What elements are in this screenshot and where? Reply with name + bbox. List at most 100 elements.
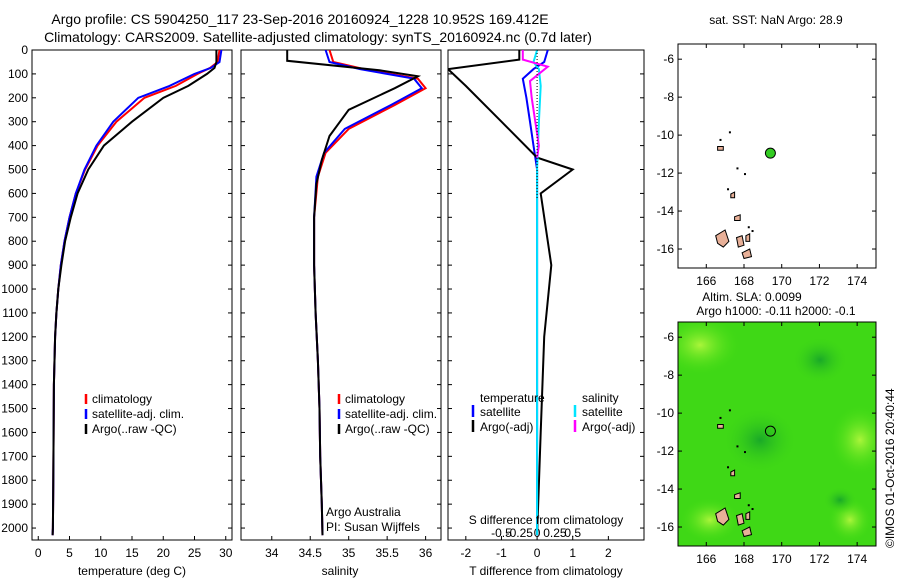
temperature-axes-frame (31, 49, 233, 541)
secondary-x-tick-label: -0.25 (506, 526, 534, 540)
y-tick-label: 1100 (2, 306, 28, 320)
difference-xlabel: T difference from climatology (469, 564, 623, 578)
islet-speck (728, 131, 731, 134)
sla-map-title: Altim. SLA: 0.0099 (702, 290, 802, 304)
x-tick-label: 168 (734, 274, 754, 288)
x-tick-label: 1 (569, 546, 576, 560)
series-line-temperature-argo-adj- (448, 50, 575, 536)
islet-speck (736, 445, 739, 448)
legend-label-s-argo: Argo(-adj) (582, 420, 635, 434)
legend-label-argo: Argo(..raw -QC) (92, 422, 177, 436)
y-tick-label: -6 (663, 330, 674, 344)
x-tick-label: 5 (66, 546, 73, 560)
legend-label-satellite: satellite-adj. clim. (92, 407, 184, 421)
legend-label-t-argo: Argo(-adj) (480, 420, 533, 434)
argo-profile-location (764, 147, 776, 159)
y-tick-label: 500 (8, 163, 28, 177)
salinity-panel: 34 34.5 35 35.5 36 salinity climatology sate… (240, 49, 442, 578)
x-tick-label: 170 (772, 552, 792, 566)
sst-map-panel: sat. SST: NaN Argo: 28.9 166 168 170 172 174… (657, 13, 877, 288)
y-tick-label: 1800 (1, 473, 28, 487)
y-tick-label: -14 (657, 204, 675, 218)
y-tick-label: -10 (657, 406, 675, 420)
x-tick-label: 10 (94, 546, 108, 560)
series-line-argo-raw-qc- (286, 50, 422, 536)
temperature-legend: climatology satellite-adj. clim. Argo(..… (84, 392, 184, 436)
legend-label-climatology: climatology (345, 392, 405, 406)
x-tick-label: 2 (605, 546, 612, 560)
difference-axes-frame (447, 49, 645, 541)
islet-speck (744, 173, 746, 176)
y-tick-label: 700 (8, 210, 28, 224)
header-line2: Climatology: CARS2009. Satellite-adjuste… (44, 29, 592, 45)
island-landmass (745, 232, 751, 242)
islet-speck (747, 504, 750, 507)
islet-speck (728, 409, 731, 412)
difference-panel: -2 -1 0 1 2-0.5-0.25 0 0.250.5 S difference fr… (447, 49, 645, 578)
y-tick-label: -8 (663, 90, 674, 104)
x-tick-label: 170 (772, 274, 792, 288)
islet-speck (719, 416, 722, 419)
x-tick-label: 34.5 (299, 546, 323, 560)
y-tick-label: 0 (21, 43, 28, 57)
sla-map-field (678, 322, 876, 546)
island-landmass (715, 229, 730, 248)
y-tick-label: 1300 (1, 354, 28, 368)
salinity-axes-frame (240, 49, 442, 541)
legend-label-t-satellite: satellite (480, 405, 521, 419)
y-tick-label: 400 (8, 139, 28, 153)
salinity-legend: climatology satellite-adj. clim. Argo(..… (337, 392, 437, 436)
islet-speck (747, 226, 750, 229)
x-tick-label: 166 (696, 552, 716, 566)
island-landmass (730, 469, 736, 477)
y-tick-label: -14 (657, 482, 675, 496)
x-tick-label: 174 (847, 274, 867, 288)
legend-label-satellite: satellite-adj. clim. (345, 407, 437, 421)
y-tick-label: 2000 (1, 521, 28, 535)
sst-map-title: sat. SST: NaN Argo: 28.9 (709, 13, 843, 27)
x-tick-label: 25 (188, 546, 202, 560)
temperature-panel: 0100200300400500600700800900100011001200… (1, 43, 232, 578)
x-tick-label: 0 (534, 546, 541, 560)
difference-secondary-xlabel: S difference from climatology (469, 513, 624, 527)
x-tick-label: 15 (125, 546, 139, 560)
x-tick-label: 20 (157, 546, 171, 560)
annotation-argo-australia: Argo Australia (326, 505, 401, 519)
y-tick-label: -12 (657, 444, 675, 458)
x-tick-label: 172 (809, 274, 829, 288)
sla-map-frame (677, 321, 877, 547)
y-tick-label: 1000 (1, 282, 28, 296)
sla-map-subtitle: Argo h1000: -0.11 h2000: -0.1 (696, 304, 856, 318)
salinity-xlabel: salinity (322, 564, 359, 578)
series-line-salinity-argo-adj- (521, 50, 550, 158)
island-landmass (735, 235, 745, 248)
islet-speck (727, 188, 730, 191)
island-landmass (717, 424, 724, 429)
secondary-x-tick-label: 0.5 (564, 526, 581, 540)
y-tick-label: 1700 (1, 449, 28, 463)
y-tick-label: -12 (657, 166, 675, 180)
annotation-pi: PI: Susan Wijffels (326, 520, 420, 534)
x-tick-label: 168 (734, 552, 754, 566)
y-tick-label: 200 (8, 91, 28, 105)
x-tick-label: 35.5 (375, 546, 399, 560)
x-tick-label: -2 (460, 546, 471, 560)
header-line1: Argo profile: CS 5904250_117 23-Sep-2016… (51, 11, 548, 27)
x-tick-label: 30 (219, 546, 233, 560)
sla-map-panel: Altim. SLA: 0.0099 Argo h1000: -0.11 h20… (657, 290, 877, 566)
legend-label-s-satellite: satellite (582, 405, 623, 419)
sst-map-frame (677, 43, 877, 269)
y-tick-label: -10 (657, 128, 675, 142)
y-tick-label: 300 (8, 115, 28, 129)
island-landmass (717, 146, 724, 151)
legend-label-climatology: climatology (92, 392, 152, 406)
islet-speck (727, 466, 730, 469)
islet-speck (751, 230, 754, 233)
island-landmass (734, 214, 741, 221)
island-landmass (745, 510, 751, 520)
legend-label-temperature: temperature (480, 391, 545, 405)
sst-map-land (715, 131, 754, 260)
x-tick-label: 166 (696, 274, 716, 288)
y-tick-label: 800 (8, 234, 28, 248)
